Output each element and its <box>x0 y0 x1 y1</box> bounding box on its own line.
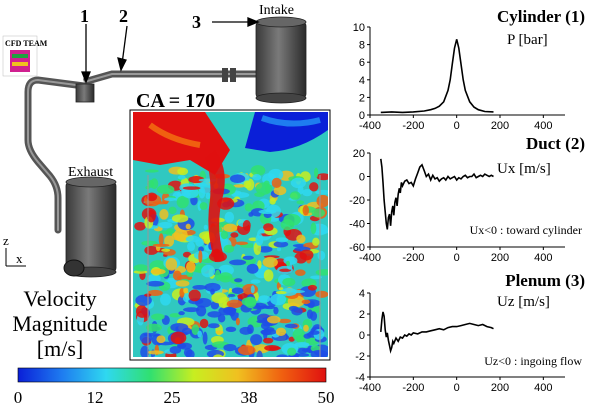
y-tick-label: -2 <box>355 351 365 363</box>
x-tick-label: -200 <box>402 120 424 132</box>
x-tick-label: 400 <box>534 382 552 394</box>
x-tick-label: 0 <box>454 382 460 394</box>
y-tick-label: 6 <box>359 57 365 69</box>
x-tick-label: -400 <box>359 252 381 264</box>
svg-text:Magnitude: Magnitude <box>12 311 107 336</box>
colorbar-tick-label: 12 <box>87 388 104 407</box>
x-tick-label: 200 <box>491 252 509 264</box>
x-tick-label: 200 <box>491 120 509 132</box>
colorbar-tick-label: 25 <box>164 388 181 407</box>
chart-title: Cylinder (1) <box>497 7 585 26</box>
colorbar-title: Velocity Magnitude [m/s] <box>12 286 107 361</box>
duct-flange <box>222 68 228 82</box>
x-tick-label: 200 <box>491 382 509 394</box>
velocity-field <box>129 109 331 361</box>
x-tick-label: 400 <box>534 252 552 264</box>
label-point-3: 3 <box>192 12 201 32</box>
svg-text:Velocity: Velocity <box>23 286 96 311</box>
chart-3: -4 -2 0 2 4 -400 -200 0 200 400 Plenum (3) Uz [m/s]… <box>355 271 585 394</box>
cylinder-block <box>75 83 95 103</box>
x-tick-label: -200 <box>402 382 424 394</box>
y-tick-label: 2 <box>359 92 365 104</box>
y-tick-label: -20 <box>349 195 365 207</box>
label-intake: Intake <box>259 3 294 18</box>
chart-annotation: Ux<0 : toward cylinder <box>470 223 582 237</box>
y-tick-label: 0 <box>359 172 365 184</box>
x-tick-label: -400 <box>359 120 381 132</box>
label-exhaust: Exhaust <box>68 165 113 180</box>
svg-text:[m/s]: [m/s] <box>37 336 83 361</box>
series-line <box>380 39 494 114</box>
crank-angle-label: CA = 170 <box>136 90 215 112</box>
colorbar-tick-label: 0 <box>14 388 23 407</box>
axis-z-label: z <box>3 233 9 248</box>
y-tick-label: -60 <box>349 242 365 254</box>
colorbar-gradient <box>17 367 327 383</box>
y-tick-label: 4 <box>359 75 365 87</box>
y-tick-label: 8 <box>359 40 365 52</box>
chart-ylabel: Ux [m/s] <box>497 161 551 177</box>
y-tick-label: -40 <box>349 219 365 231</box>
series-line <box>380 311 494 354</box>
y-tick-label: 4 <box>359 288 365 300</box>
x-tick-label: -400 <box>359 382 381 394</box>
cfd-team-logo: CFD TEAM <box>2 35 48 77</box>
series-line <box>380 158 494 230</box>
engine-geometry: CFD TEAM <box>2 3 307 278</box>
y-tick-label: 0 <box>359 110 365 122</box>
exhaust-tank <box>63 176 117 278</box>
y-tick-label: 2 <box>359 309 365 321</box>
x-tick-label: 0 <box>454 120 460 132</box>
chart-ylabel: Uz [m/s] <box>497 294 550 310</box>
axis-triad <box>5 248 26 267</box>
x-tick-label: 400 <box>534 120 552 132</box>
chart-1: 0 2 4 6 8 10 -400 -200 0 200 400 Cylinder (1) P [bar… <box>353 7 585 132</box>
x-tick-label: -200 <box>402 252 424 264</box>
chart-title: Duct (2) <box>526 134 585 153</box>
y-tick-label: 0 <box>359 330 365 342</box>
colorbar-tick-label: 50 <box>318 388 335 407</box>
callout-arrows <box>81 17 260 84</box>
colorbar: 0 12 25 38 50 <box>14 367 335 407</box>
chart-annotation: Uz<0 : ingoing flow <box>484 354 582 368</box>
chart-title: Plenum (3) <box>505 271 585 290</box>
label-point-2: 2 <box>119 6 128 26</box>
colorbar-tick-label: 38 <box>241 388 258 407</box>
x-tick-label: 0 <box>454 252 460 264</box>
y-tick-label: -4 <box>355 372 365 384</box>
label-point-1: 1 <box>80 6 89 26</box>
y-tick-label: 20 <box>353 148 365 160</box>
svg-text:CFD TEAM: CFD TEAM <box>5 39 48 48</box>
chart-ylabel: P [bar] <box>507 32 548 48</box>
intake-plenum <box>255 16 307 104</box>
y-tick-label: 10 <box>353 22 365 34</box>
axis-x-label: x <box>16 251 23 266</box>
